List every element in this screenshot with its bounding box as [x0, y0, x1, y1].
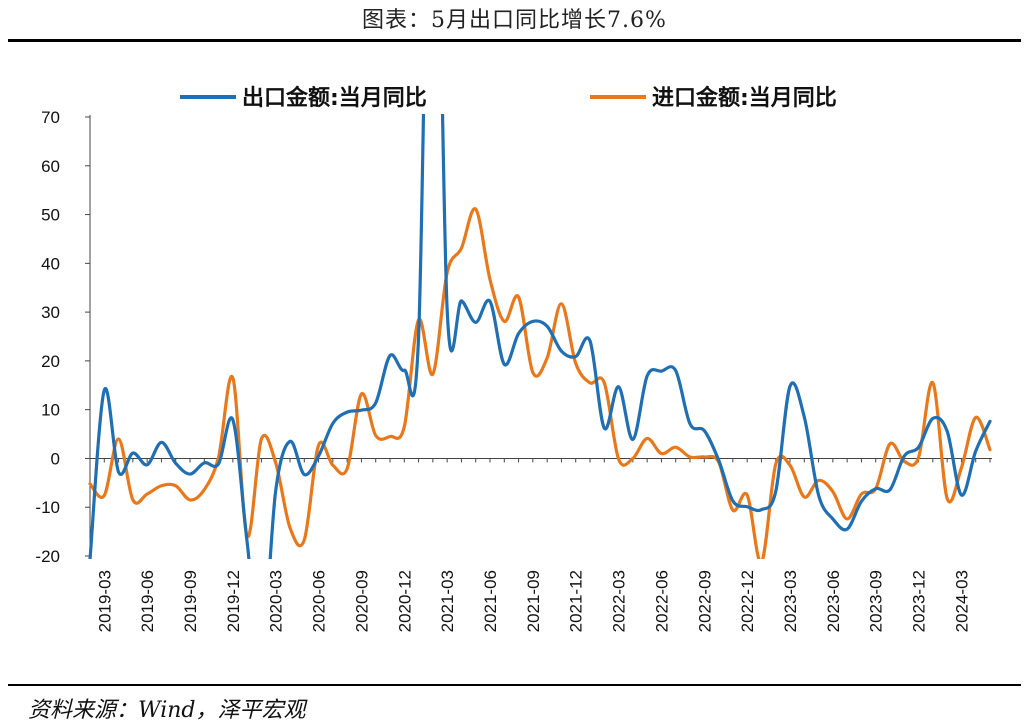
- x-tick-label: 2021-06: [481, 570, 500, 632]
- export-yoy-line: [88, 114, 992, 559]
- y-tick-label: 10: [41, 401, 60, 420]
- x-tick-label: 2021-12: [567, 570, 586, 632]
- y-tick-label: -10: [35, 498, 60, 517]
- y-tick-label: 30: [41, 303, 60, 322]
- series-layer: [88, 114, 992, 559]
- y-tick-label: 40: [41, 254, 60, 273]
- x-tick-label: 2020-03: [267, 570, 286, 632]
- x-axis: 2019-03 2019-06 2019-09 2019-12 2020-03 2020-…: [89, 457, 992, 632]
- bottom-rule: [8, 684, 1021, 686]
- y-tick-label: 0: [51, 449, 60, 468]
- x-tick-label: 2020-09: [352, 570, 371, 632]
- y-tick-label: 70: [41, 108, 60, 127]
- x-tick-label: 2022-06: [652, 570, 671, 632]
- x-tick-label: 2023-03: [781, 570, 800, 632]
- y-axis: -20 -10 0 10 20 30 40 50 60 70: [35, 108, 91, 566]
- legend-label-import: 进口金额:当月同比: [652, 85, 837, 111]
- x-tick-label: 2024-03: [952, 570, 971, 632]
- legend: 出口金额:当月同比 进口金额:当月同比: [180, 85, 837, 111]
- x-tick-label: 2023-09: [867, 570, 886, 632]
- x-tick-label: 2021-03: [438, 570, 457, 632]
- x-tick-label: 2022-12: [738, 570, 757, 632]
- source-note: 资料来源：Wind，泽平宏观: [28, 698, 306, 723]
- x-tick-label: 2021-09: [524, 570, 543, 632]
- x-tick-label: 2023-06: [824, 570, 843, 632]
- chart-title: 图表：5月出口同比增长7.6%: [362, 8, 667, 33]
- top-rule: [8, 39, 1021, 42]
- x-tick-label: 2020-12: [395, 570, 414, 632]
- x-tick-label: 2020-06: [310, 570, 329, 632]
- x-tick-label: 2023-12: [910, 570, 929, 632]
- x-tick-label: 2019-06: [138, 570, 157, 632]
- y-tick-label: 20: [41, 352, 60, 371]
- x-tick-label: 2022-03: [610, 570, 629, 632]
- y-tick-label: -20: [35, 547, 60, 566]
- x-tick-label: 2019-03: [95, 570, 114, 632]
- x-tick-label: 2022-09: [695, 570, 714, 632]
- x-tick-label: 2019-09: [181, 570, 200, 632]
- import-yoy-line: [88, 207, 992, 559]
- legend-label-export: 出口金额:当月同比: [242, 85, 427, 111]
- y-tick-label: 50: [41, 206, 60, 225]
- x-tick-label: 2019-12: [224, 570, 243, 632]
- y-tick-label: 60: [41, 157, 60, 176]
